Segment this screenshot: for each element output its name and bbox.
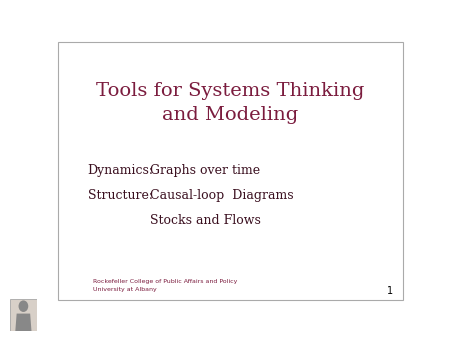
Text: Graphs over time: Graphs over time <box>150 164 261 177</box>
Text: Stocks and Flows: Stocks and Flows <box>150 214 261 227</box>
Text: 1: 1 <box>387 286 393 296</box>
Polygon shape <box>15 314 32 331</box>
Text: Rockefeller College of Public Affairs and Policy: Rockefeller College of Public Affairs an… <box>93 279 237 284</box>
Text: Dynamics:: Dynamics: <box>88 164 153 177</box>
Text: University at Albany: University at Albany <box>93 287 157 292</box>
Text: Structure:: Structure: <box>88 189 153 202</box>
Text: Causal-loop  Diagrams: Causal-loop Diagrams <box>150 189 294 202</box>
Text: Tools for Systems Thinking
and Modeling: Tools for Systems Thinking and Modeling <box>96 82 365 124</box>
Circle shape <box>18 300 28 312</box>
